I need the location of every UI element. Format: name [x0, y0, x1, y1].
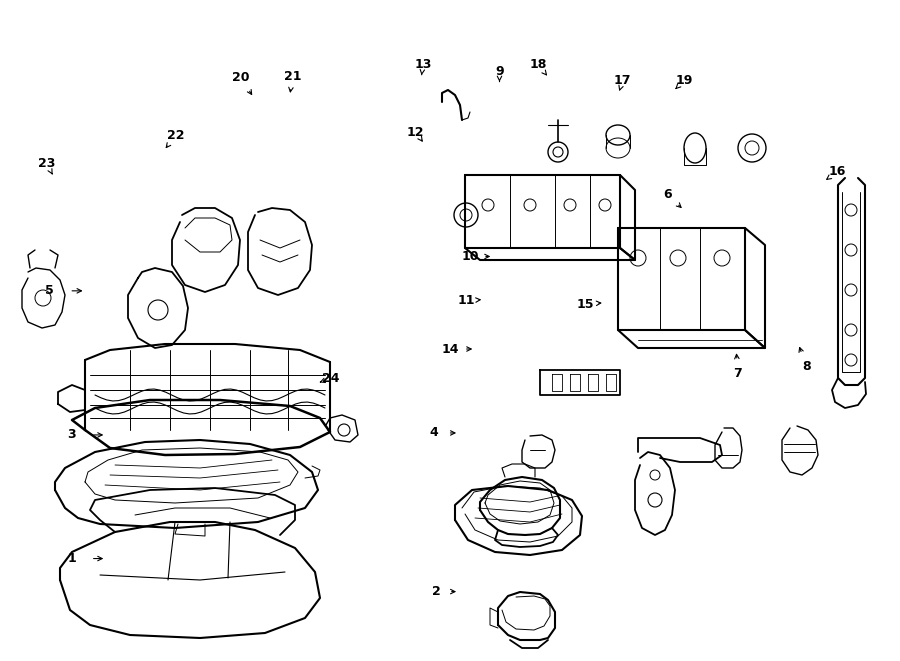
Text: 6: 6 — [663, 188, 672, 202]
Text: 8: 8 — [802, 360, 811, 373]
Text: 14: 14 — [441, 342, 459, 356]
Text: 19: 19 — [675, 74, 693, 87]
Text: 3: 3 — [68, 428, 76, 442]
Text: 7: 7 — [734, 367, 742, 380]
Text: 22: 22 — [166, 129, 184, 142]
Text: 17: 17 — [614, 74, 632, 87]
Text: 5: 5 — [45, 284, 54, 297]
Text: 1: 1 — [68, 552, 76, 565]
Text: 23: 23 — [38, 157, 56, 171]
Text: 4: 4 — [429, 426, 438, 440]
Text: 11: 11 — [457, 294, 475, 307]
Text: 16: 16 — [828, 165, 846, 178]
Text: 13: 13 — [414, 58, 432, 71]
Text: 18: 18 — [529, 58, 547, 71]
Text: 2: 2 — [432, 585, 441, 598]
Text: 21: 21 — [284, 69, 302, 83]
Text: 10: 10 — [462, 250, 480, 263]
Text: 15: 15 — [576, 297, 594, 311]
Text: 12: 12 — [407, 126, 425, 139]
Text: 9: 9 — [495, 65, 504, 78]
Text: 24: 24 — [322, 371, 340, 385]
Text: 20: 20 — [232, 71, 250, 85]
